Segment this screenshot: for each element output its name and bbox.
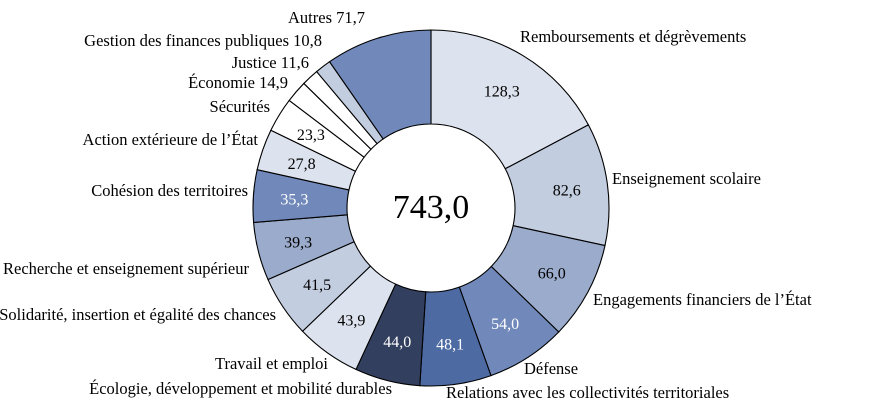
value-label-3: 54,0	[491, 316, 519, 333]
label-relations-collectivites: Relations avec les collectivités territo…	[446, 383, 729, 402]
label-cohesion: Cohésion des territoires	[91, 181, 248, 200]
slices-group	[252, 29, 610, 387]
label-solidarite: Solidarité, insertion et égalité des cha…	[0, 305, 276, 324]
value-label-2: 66,0	[538, 266, 566, 283]
label-remboursements: Remboursements et dégrèvements	[520, 27, 746, 46]
label-gestion-finances: Gestion des finances publiques 10,8	[84, 31, 322, 50]
label-ecologie: Écologie, développement et mobilité dura…	[89, 379, 392, 398]
value-labels-group: 128,3 82,6 66,0 54,0 48,1 44,0 43,9 41,5 39,3 35,…	[280, 84, 580, 354]
label-defense: Défense	[524, 359, 578, 378]
label-recherche: Recherche et enseignement supérieur	[3, 259, 250, 278]
value-label-1: 82,6	[553, 182, 581, 199]
value-label-9: 35,3	[280, 192, 308, 209]
slice-0	[430, 29, 590, 170]
label-justice: Justice 11,6	[232, 53, 309, 72]
label-justice-value: 11,6	[281, 53, 309, 72]
label-economie-name: Économie	[188, 73, 255, 92]
slice-15	[328, 29, 432, 140]
value-label-7: 41,5	[303, 277, 331, 294]
value-label-10: 27,8	[288, 156, 316, 173]
value-label-0: 128,3	[484, 84, 520, 101]
label-autres: Autres 71,7	[288, 8, 365, 27]
label-autres-name: Autres	[288, 8, 332, 27]
value-label-8: 39,3	[284, 235, 312, 252]
label-action-exterieure: Action extérieure de l’État	[83, 130, 259, 149]
label-travail-emploi: Travail et emploi	[215, 354, 328, 373]
value-label-5: 44,0	[383, 334, 411, 351]
label-enseignement-scolaire: Enseignement scolaire	[612, 169, 761, 188]
label-economie: Économie 14,9	[188, 73, 288, 92]
label-gestion-finances-name: Gestion des finances publiques	[84, 31, 289, 50]
label-autres-value: 71,7	[336, 8, 365, 27]
label-gestion-finances-value: 10,8	[293, 31, 322, 50]
label-economie-value: 14,9	[259, 73, 288, 92]
value-label-4: 48,1	[436, 337, 464, 354]
label-justice-name: Justice	[232, 53, 277, 72]
total-value: 743,0	[393, 189, 470, 226]
label-securites: Sécurités	[210, 97, 270, 116]
label-engagements-financiers: Engagements financiers de l’État	[593, 290, 812, 309]
value-label-11: 23,3	[297, 127, 325, 144]
category-labels-group: Remboursements et dégrèvements Enseignem…	[0, 8, 812, 402]
value-label-6: 43,9	[337, 312, 365, 329]
